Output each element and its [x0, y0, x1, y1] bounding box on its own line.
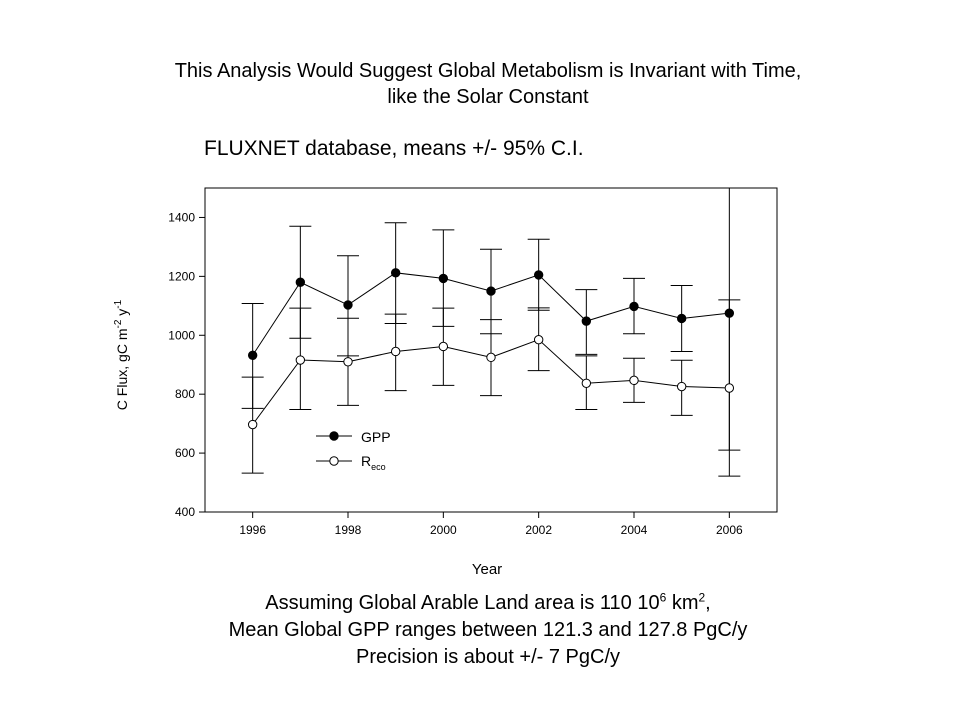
reco-point [295, 355, 306, 365]
legend-reco-label: Reco [361, 453, 386, 472]
gpp-point [343, 300, 353, 310]
chart-title: FLUXNET database, means +/- 95% C.I. [204, 137, 584, 160]
gpp-point [676, 313, 687, 324]
x-tick-label: 1998 [335, 523, 362, 537]
gpp-point [247, 350, 258, 361]
gpp-point [629, 301, 639, 312]
y-tick-label: 600 [175, 446, 195, 460]
legend-gpp-marker [329, 431, 339, 441]
legend-reco-label-main: R [361, 453, 371, 469]
bottom-line-1: Assuming Global Arable Land area is 110 … [0, 590, 960, 617]
x-axis-label: Year [472, 561, 502, 578]
bottom-text: Assuming Global Arable Land area is 110 … [0, 590, 960, 671]
bottom-line-3: Precision is about +/- 7 PgC/y [355, 646, 620, 668]
reco-point [629, 375, 639, 386]
y-axis-label-main: C Flux, gC m [114, 329, 130, 411]
x-tick-label: 2006 [716, 523, 743, 537]
gpp-point [486, 286, 496, 296]
x-tick-label: 2000 [430, 523, 457, 537]
y-axis-label: C Flux, gC m-2 y-1 [113, 299, 130, 410]
gpp-point [295, 277, 306, 287]
bottom-line-1-sup-1: 6 [659, 590, 667, 605]
plot-frame [204, 187, 778, 513]
x-tick-label: 2004 [621, 523, 648, 537]
y-axis-label-sup-1: -2 [113, 319, 124, 328]
bottom-line-1-c: , [705, 592, 711, 614]
reco-point [247, 419, 258, 430]
reco-point [676, 381, 687, 392]
bottom-line-1-a: Assuming Global Arable Land area is 110 … [265, 592, 660, 614]
gpp-point [390, 268, 401, 278]
reco-point [581, 378, 592, 388]
bottom-line-1-b: km [666, 592, 699, 614]
slide-title: This Analysis Would Suggest Global Metab… [0, 58, 960, 110]
y-tick-label: 1400 [168, 210, 195, 224]
reco-point [343, 357, 353, 367]
gpp-point [438, 273, 449, 284]
reco-point [390, 346, 401, 357]
legend-gpp-label: GPP [361, 429, 391, 445]
legend-reco-marker [329, 456, 339, 466]
y-axis-label-mid: y [114, 309, 130, 320]
x-tick-label: 1996 [239, 523, 266, 537]
y-tick-label: 400 [175, 505, 195, 519]
legend: GPP Reco [316, 429, 391, 472]
reco-point [724, 383, 735, 393]
legend-reco-label-sub: eco [371, 462, 386, 472]
y-tick-label: 1200 [168, 269, 195, 283]
x-tick-label: 2002 [525, 523, 552, 537]
slide-title-line-2: like the Solar Constant [387, 86, 589, 108]
y-axis-label-sup-2: -1 [113, 299, 124, 308]
reco-point [486, 352, 496, 363]
reco-point [533, 334, 544, 345]
reco-point [438, 341, 449, 352]
gpp-point [724, 308, 735, 318]
slide-title-line-1: This Analysis Would Suggest Global Metab… [174, 60, 802, 82]
y-tick-label: 1000 [168, 328, 195, 342]
bottom-line-2: Mean Global GPP ranges between 121.3 and… [228, 619, 748, 641]
gpp-point [581, 316, 592, 326]
gpp-point [533, 270, 544, 280]
bottom-line-1-sup-2: 2 [698, 590, 706, 605]
y-tick-label: 800 [175, 387, 195, 401]
